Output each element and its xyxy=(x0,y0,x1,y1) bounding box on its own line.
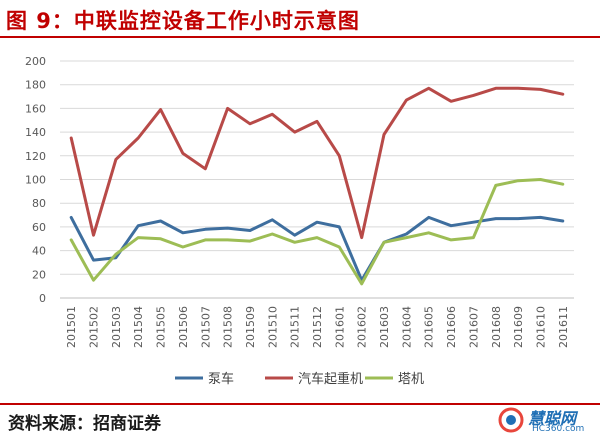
x-tick-label: 201606 xyxy=(445,306,458,348)
source-note: 资料来源：招商证券 xyxy=(8,414,161,434)
y-tick-label: 60 xyxy=(32,221,46,234)
series-line-3 xyxy=(69,178,565,286)
x-tick-label: 201611 xyxy=(557,306,570,348)
y-tick-label: 100 xyxy=(25,174,46,187)
y-tick-label: 140 xyxy=(25,126,46,139)
x-tick-label: 201603 xyxy=(378,306,391,348)
x-tick-label: 201503 xyxy=(110,306,123,348)
y-tick-label: 80 xyxy=(32,197,46,210)
title-bar: 图 9：中联监控设备工作小时示意图 xyxy=(0,0,600,38)
x-tick-label: 201607 xyxy=(467,306,480,348)
watermark-name: 慧聪网 xyxy=(528,409,577,428)
series-line-2 xyxy=(69,86,565,240)
legend-label: 汽车起重机 xyxy=(298,371,363,387)
figure-title: 图 9：中联监控设备工作小时示意图 xyxy=(6,9,360,33)
x-tick-label: 201605 xyxy=(423,306,436,348)
x-tick-label: 201609 xyxy=(512,306,525,348)
hc360-logo-icon xyxy=(498,407,524,433)
x-tick-label: 201608 xyxy=(490,306,503,348)
legend-label: 泵车 xyxy=(208,371,234,387)
y-tick-label: 120 xyxy=(25,150,46,163)
x-tick-label: 201511 xyxy=(289,306,302,348)
y-tick-label: 180 xyxy=(25,79,46,92)
x-tick-label: 201506 xyxy=(177,306,190,348)
x-tick-label: 201507 xyxy=(199,306,212,348)
watermark-site: HC360.com xyxy=(532,424,585,434)
x-tick-label: 201601 xyxy=(333,306,346,348)
x-tick-label: 201502 xyxy=(88,306,101,348)
x-tick-label: 201510 xyxy=(266,306,279,348)
y-tick-label: 200 xyxy=(25,55,46,68)
y-tick-label: 20 xyxy=(32,268,46,281)
x-tick-label: 201504 xyxy=(132,306,145,348)
x-tick-label: 201604 xyxy=(400,306,413,348)
x-tick-label: 201512 xyxy=(311,306,324,348)
line-chart: 0 20 40 60 80 100 120 140 160 180 200 201501 201502 2… xyxy=(25,55,574,387)
x-tick-label: 201501 xyxy=(65,306,78,348)
x-tick-label: 201505 xyxy=(155,306,168,348)
x-tick-label: 201602 xyxy=(356,306,369,348)
y-tick-label: 40 xyxy=(32,245,46,258)
legend-label: 塔机 xyxy=(398,372,424,387)
watermark: 慧聪网 HC360.com xyxy=(498,403,594,437)
x-tick-label: 201509 xyxy=(244,306,257,348)
x-tick-label: 201508 xyxy=(222,306,235,348)
footer-divider xyxy=(0,403,600,405)
y-tick-label: 0 xyxy=(39,292,46,305)
y-tick-label: 160 xyxy=(25,102,46,115)
x-tick-label: 201610 xyxy=(534,306,547,348)
